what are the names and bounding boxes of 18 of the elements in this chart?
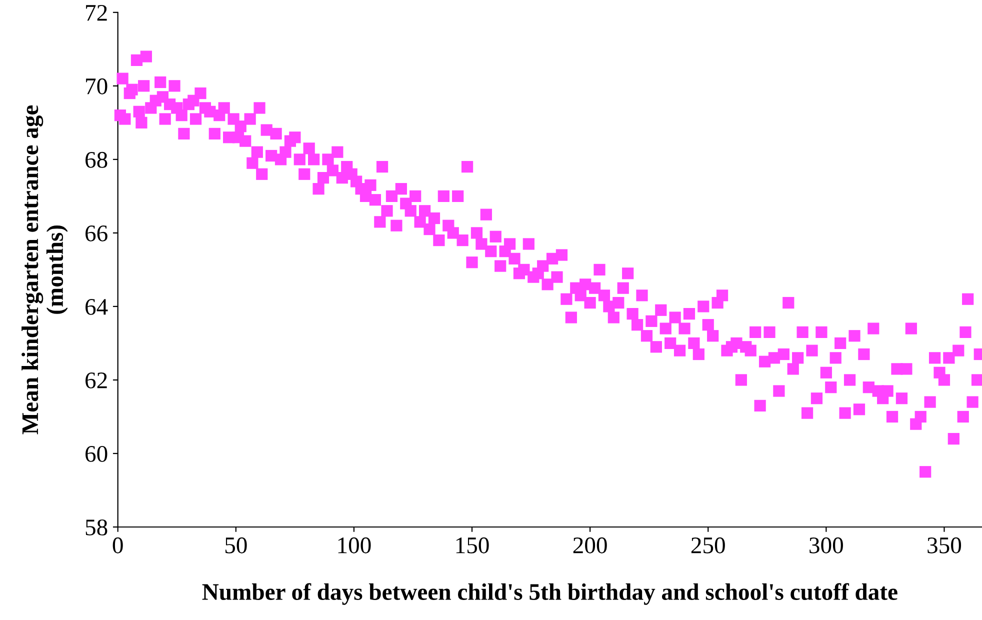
- y-tick-label: 70: [86, 78, 108, 94]
- x-axis-title: Number of days between child's 5th birthday and school's cutoff date: [202, 583, 898, 605]
- x-tick-label: 200: [573, 537, 607, 554]
- y-tick-label: 58: [86, 519, 108, 536]
- y-tick-label: 64: [86, 299, 108, 315]
- x-tick-label: 100: [338, 537, 371, 554]
- x-tick-label: 0: [112, 537, 123, 554]
- y-tick-label: 60: [86, 446, 108, 462]
- y-tick-label: 68: [86, 152, 108, 168]
- x-tick-label: 350: [928, 537, 962, 554]
- x-tick-label: 300: [810, 537, 843, 554]
- y-tick-label: 66: [86, 226, 108, 242]
- x-tick-label: 50: [225, 537, 247, 554]
- y-axis-title: Mean kindergarten entrance age (months): [22, 105, 68, 434]
- y-tick-label: 72: [86, 4, 107, 21]
- x-tick-label: 250: [691, 537, 725, 554]
- y-tick-label: 62: [86, 372, 107, 388]
- x-tick-label: 150: [456, 537, 489, 554]
